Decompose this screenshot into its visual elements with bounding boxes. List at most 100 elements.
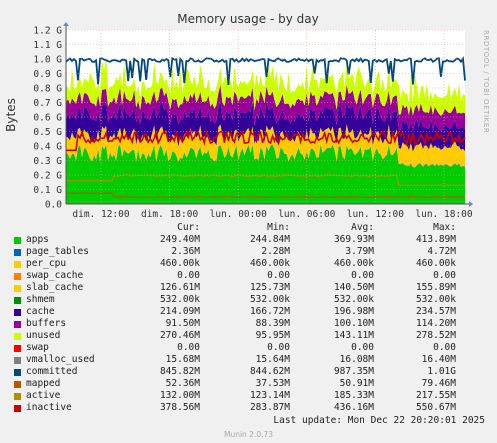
legend-name: mapped [26, 378, 61, 389]
legend-max: 532.00k [415, 294, 456, 305]
legend-row-unused: unused 270.46M 95.95M 143.11M 278.52M [0, 330, 497, 342]
legend-avg: 143.11M [333, 330, 374, 341]
x-tick-label: dim. 18:00 [141, 209, 198, 220]
header-avg: Avg: [351, 222, 374, 233]
y-tick-label: 0.2 G [33, 171, 62, 182]
legend-min: 2.28M [261, 246, 290, 257]
legend-avg: 369.93M [333, 234, 374, 245]
line-inactive [66, 128, 466, 152]
x-tick-label: lun. 18:00 [415, 209, 472, 220]
legend-avg: 140.50M [333, 282, 374, 293]
legend-min: 0.00 [267, 270, 290, 281]
legend-avg: 100.10M [333, 318, 374, 329]
y-axis: 0.0 0.1 G 0.2 G 0.3 G 0.4 G 0.5 G 0.6 G 0.7 G 0.… [33, 22, 69, 211]
plot-area [65, 29, 466, 204]
legend-cur: 845.82M [159, 366, 200, 377]
y-tick-label: 0.7 G [33, 98, 62, 109]
legend-max: 114.20M [415, 318, 456, 329]
legend-swatch [14, 261, 21, 268]
legend-row-apps: apps 249.40M 244.84M 369.93M 413.89M [0, 234, 497, 246]
header-min: Min: [267, 222, 290, 233]
legend-swatch [14, 249, 21, 256]
legend-name: active [26, 390, 61, 401]
legend-name: unused [26, 330, 61, 341]
legend-max: 234.57M [415, 306, 456, 317]
area-cache [66, 100, 465, 152]
y-tick-label: 0.4 G [33, 142, 62, 153]
legend-min: 15.64M [255, 354, 290, 365]
x-tick-label: lun. 06:00 [278, 209, 335, 220]
legend-cur: 126.61M [159, 282, 200, 293]
legend-cur: 460.00k [159, 258, 200, 269]
legend-swatch [14, 309, 21, 316]
legend-row-active: active 132.00M 123.14M 185.33M 217.55M [0, 390, 497, 402]
legend-header: Cur: Min: Avg: Max: [0, 222, 497, 234]
legend-avg: 0.00 [351, 270, 374, 281]
legend-max: 460.00k [415, 258, 456, 269]
legend-name: page_tables [26, 246, 89, 257]
legend-name: shmem [26, 294, 55, 305]
legend-min: 125.73M [249, 282, 290, 293]
legend-swatch [14, 321, 21, 328]
y-tick-label: 0.6 G [33, 113, 62, 124]
y-tick-label: 0.1 G [33, 185, 62, 196]
legend-name: apps [26, 234, 49, 245]
legend-min: 0.00 [267, 342, 290, 353]
legend-name: committed [26, 366, 78, 377]
legend-row-committed: committed 845.82M 844.62M 987.35M 1.01G [0, 366, 497, 378]
legend-row-inactive: inactive 378.56M 283.87M 436.16M 550.67M [0, 402, 497, 414]
legend-min: 844.62M [249, 366, 290, 377]
legend-row-slab-cache: slab_cache 126.61M 125.73M 140.50M 155.89M [0, 282, 497, 294]
legend-max: 155.89M [415, 282, 456, 293]
area-slab-cache [66, 124, 465, 168]
legend-min: 283.87M [249, 402, 290, 413]
x-axis: dim. 12:00 dim. 18:00 lun. 00:00 lun. 06:00… [66, 201, 473, 220]
legend-swatch [14, 405, 21, 412]
legend-avg: 3.79M [345, 246, 374, 257]
legend-row-swap-cache: swap_cache 0.00 0.00 0.00 0.00 [0, 270, 497, 282]
y-tick-label: 1.2 G [33, 26, 62, 37]
legend-max: 413.89M [415, 234, 456, 245]
legend-swatch [14, 333, 21, 340]
legend-avg: 0.00 [351, 342, 374, 353]
y-tick-label: 0.3 G [33, 156, 62, 167]
legend-avg: 50.91M [339, 378, 374, 389]
legend-cur: 270.46M [159, 330, 200, 341]
legend-cur: 0.00 [177, 270, 200, 281]
legend-cur: 532.00k [159, 294, 200, 305]
legend-swatch [14, 237, 21, 244]
munin-version: Munin 2.0.73 [223, 430, 274, 439]
legend-swatch [14, 285, 21, 292]
y-tick-label: 1.1 G [33, 40, 62, 51]
legend-row-per-cpu: per_cpu 460.00k 460.00k 460.00k 460.00k [0, 258, 497, 270]
legend-name: slab_cache [26, 282, 84, 293]
legend-max: 1.01G [427, 366, 456, 377]
legend-avg: 436.16M [333, 402, 374, 413]
legend-row-swap: swap 0.00 0.00 0.00 0.00 [0, 342, 497, 354]
legend-max: 0.00 [433, 270, 456, 281]
legend-min: 532.00k [249, 294, 290, 305]
legend-min: 88.39M [255, 318, 290, 329]
legend-max: 217.55M [415, 390, 456, 401]
area-buffers [66, 84, 465, 131]
legend-max: 79.46M [421, 378, 456, 389]
legend-row-cache: cache 214.09M 166.72M 196.98M 234.57M [0, 306, 497, 318]
line-active [66, 174, 465, 186]
legend-min: 123.14M [249, 390, 290, 401]
legend-cur: 249.40M [159, 234, 200, 245]
legend-cur: 132.00M [159, 390, 200, 401]
rrdtool-credit: RRDTOOL / TOBI OETIKER [482, 30, 490, 133]
chart-title: Memory usage - by day [177, 12, 318, 26]
legend-name: buffers [26, 318, 67, 329]
legend-avg: 460.00k [333, 258, 374, 269]
legend-swatch [14, 297, 21, 304]
legend-avg: 987.35M [333, 366, 374, 377]
last-update: Last update: Mon Dec 22 20:20:01 2025 [273, 415, 485, 426]
legend-row-page-tables: page_tables 2.36M 2.28M 3.79M 4.72M [0, 246, 497, 258]
header-max: Max: [433, 222, 456, 233]
y-tick-label: 0.5 G [33, 127, 62, 138]
legend-min: 37.53M [255, 378, 290, 389]
legend-swatch [14, 393, 21, 400]
legend-cur: 2.36M [171, 246, 200, 257]
legend-cur: 214.09M [159, 306, 200, 317]
